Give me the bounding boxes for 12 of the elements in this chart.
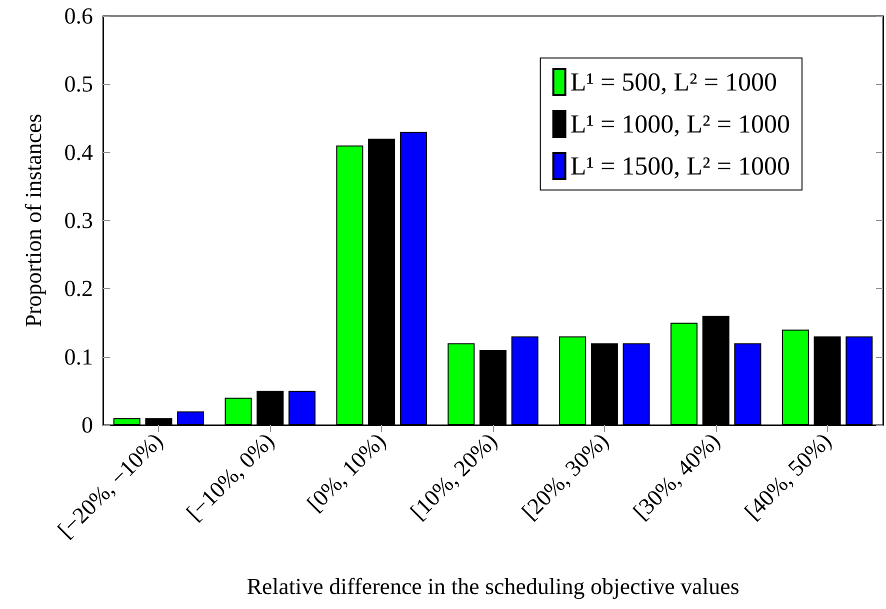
legend-label: L¹ = 1000, L² = 1000: [570, 110, 790, 138]
y-tick-label: 0.6: [64, 4, 93, 28]
y-tick-label: 0: [82, 412, 93, 438]
legend-label: L¹ = 1500, L² = 1000: [570, 152, 790, 180]
legend-label: L¹ = 500, L² = 1000: [570, 68, 778, 96]
y-tick-label: 0.3: [64, 208, 93, 233]
y-tick-label: 0.4: [64, 140, 94, 165]
y-tick-label: 0.5: [64, 72, 93, 97]
y-axis-title: Proportion of instances: [21, 114, 46, 328]
y-tick-label: 0.1: [64, 344, 93, 370]
y-tick-label: 0.2: [64, 276, 93, 302]
x-axis-title: Relative difference in the scheduling objective values: [246, 574, 740, 599]
